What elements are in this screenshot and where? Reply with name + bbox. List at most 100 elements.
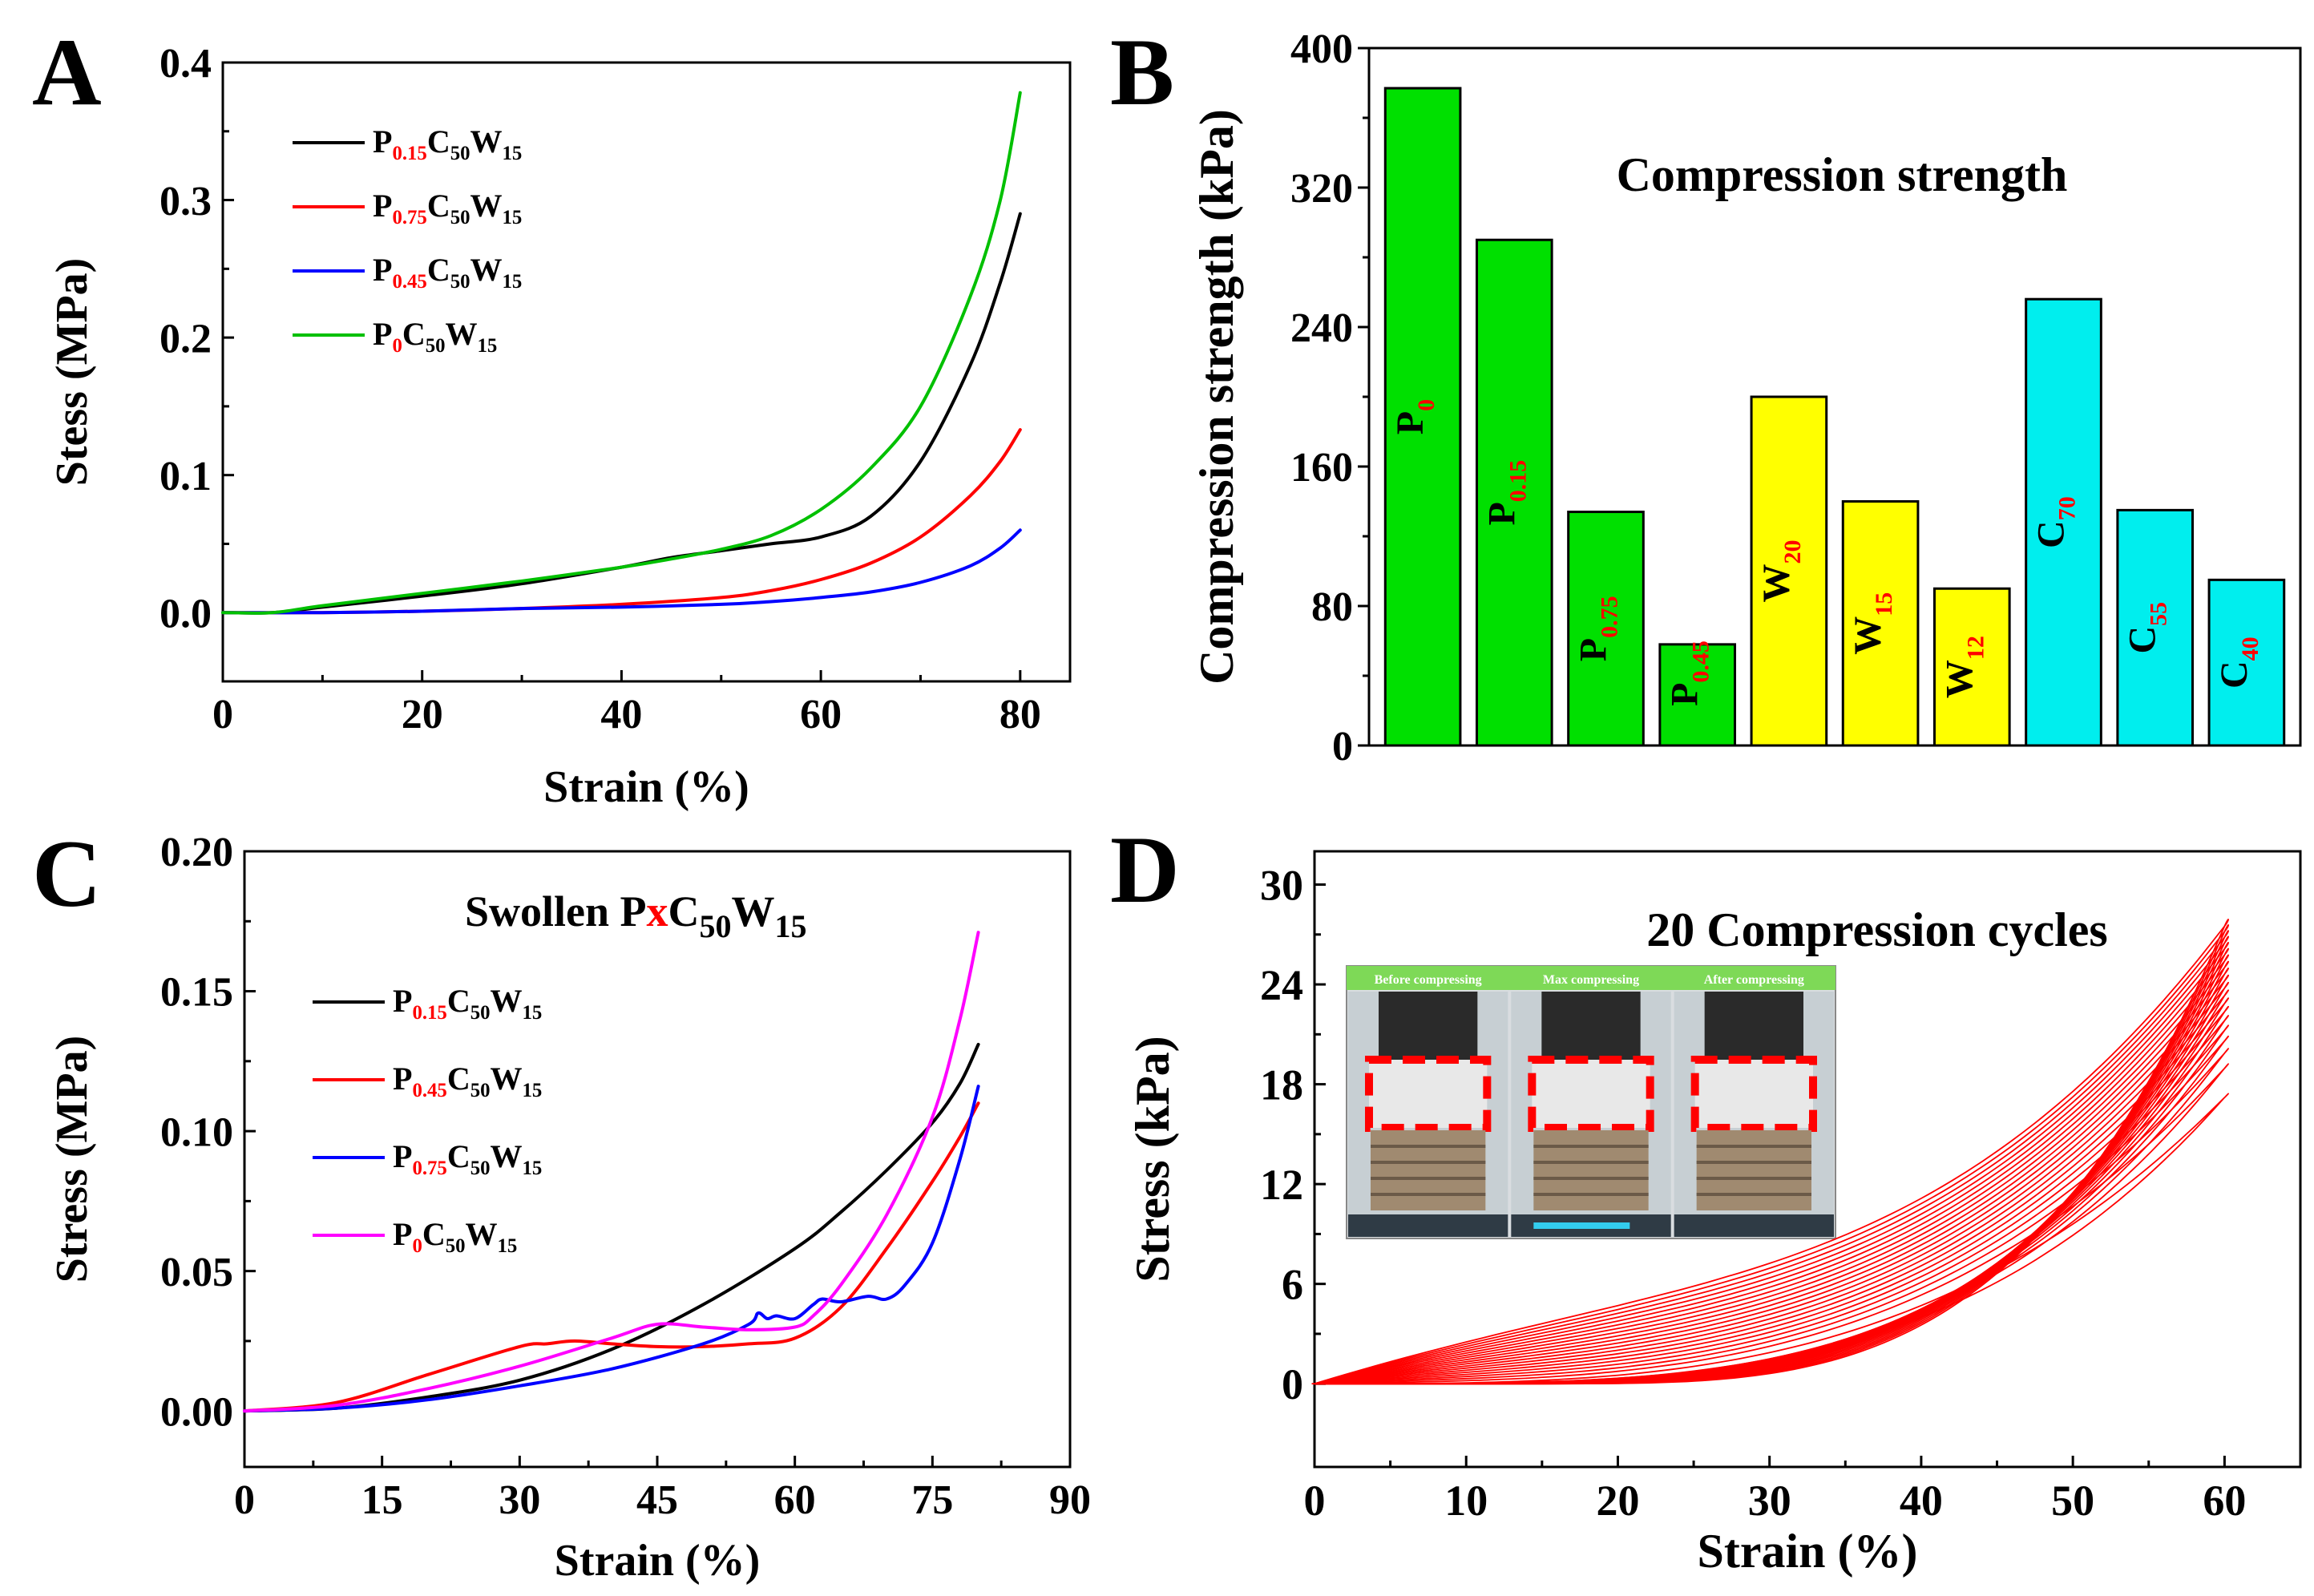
- title-sub: 15: [775, 908, 807, 944]
- cycle-loop-16: [1314, 935, 2230, 1385]
- title-red: x: [647, 887, 668, 935]
- chart-title: 20 Compression cycles: [1646, 903, 2108, 956]
- title-text: Swollen P: [465, 887, 647, 935]
- bar-label-sub: 15: [1871, 592, 1897, 616]
- legend-text: P: [373, 252, 392, 288]
- legend-text: W: [470, 188, 503, 224]
- x-tick-label: 80: [1000, 692, 1041, 737]
- x-axis-label: Strain (%): [1698, 1525, 1918, 1578]
- legend-sub: 50: [450, 207, 470, 228]
- y-tick-label: 0: [1282, 1360, 1303, 1408]
- legend-text: P: [393, 1061, 412, 1097]
- inset-progress: [1533, 1222, 1630, 1229]
- legend-sub: 50: [470, 1002, 491, 1024]
- legend-sub: 50: [470, 1158, 491, 1179]
- inset-base: [1371, 1130, 1486, 1210]
- y-tick-label: 0.0: [160, 591, 212, 636]
- cycle-loop-18: [1314, 924, 2230, 1385]
- curve-a-2: [221, 528, 1022, 615]
- x-axis-label: Strain (%): [555, 1536, 761, 1586]
- legend-sub-red: 0.15: [412, 1002, 446, 1024]
- legend-entry-a2: P0.45C50W15: [373, 252, 522, 293]
- bar-label-base: W: [1755, 564, 1798, 603]
- legend-sub: 15: [503, 143, 523, 164]
- bar-label-sub: 0: [1413, 399, 1440, 411]
- legend-entry-a1: P0.75C50W15: [373, 188, 522, 228]
- inset-press: [1379, 992, 1478, 1060]
- legend-sub-red: 0.45: [412, 1080, 446, 1101]
- inset-press: [1541, 992, 1641, 1060]
- x-tick-label: 60: [800, 692, 842, 737]
- bar-label-P0.75: P0.75: [1573, 596, 1623, 661]
- y-tick-label: 0.10: [160, 1109, 233, 1155]
- bar-label-base: C: [2030, 520, 2073, 548]
- inset-frame-2: [1674, 992, 1834, 1237]
- y-tick-label: 0.1: [160, 454, 212, 499]
- bar-C40: [2207, 578, 2286, 747]
- chart-title: Swollen PxC50W15: [465, 887, 807, 944]
- inset-controls: [1348, 1214, 1508, 1237]
- curve-c-1: [243, 1101, 980, 1413]
- x-tick-label: 30: [499, 1477, 540, 1523]
- legend-text: C: [447, 1061, 470, 1097]
- bar-label-C70: C70: [2030, 496, 2081, 548]
- legend-sub: 15: [478, 335, 498, 357]
- legend-text: W: [470, 252, 503, 288]
- curve-a-0: [221, 212, 1022, 615]
- y-tick-label: 0.05: [160, 1250, 233, 1295]
- cycle-loop-19: [1314, 919, 2230, 1385]
- legend-text: W: [446, 316, 478, 352]
- inset-base: [1696, 1130, 1811, 1210]
- inset-press: [1704, 992, 1803, 1060]
- inset-sample: [1694, 1060, 1813, 1128]
- inset-frame-0: [1348, 992, 1508, 1237]
- legend-entry-a3: P0C50W15: [373, 316, 497, 357]
- x-tick-label: 90: [1049, 1477, 1091, 1523]
- y-tick-label: 0.00: [160, 1389, 233, 1435]
- x-tick-label: 75: [911, 1477, 953, 1523]
- y-tick-label: 0.20: [160, 830, 233, 875]
- legend-text: W: [491, 1138, 523, 1174]
- legend-sub: 50: [426, 335, 446, 357]
- panel-label-c: C: [32, 820, 102, 927]
- y-tick-label: 160: [1290, 445, 1353, 491]
- bar-label-sub: 20: [1779, 540, 1806, 564]
- y-axis-label: Stess (MPa): [47, 258, 97, 487]
- legend-sub: 15: [498, 1235, 518, 1257]
- x-tick-label: 0: [234, 1477, 255, 1523]
- bar-label-P0.45: P0.45: [1664, 640, 1714, 706]
- bar-label-sub: 70: [2054, 496, 2081, 520]
- bar-P0.45: [1658, 643, 1737, 747]
- cycle-loop-17: [1314, 930, 2230, 1385]
- cycle-loop-15: [1314, 942, 2230, 1385]
- bar-label-C55: C55: [2122, 602, 2172, 654]
- legend-text: C: [427, 123, 450, 160]
- inset-controls: [1674, 1214, 1834, 1237]
- y-tick-label: 0.4: [160, 41, 212, 87]
- plot-frame: [221, 61, 1072, 683]
- x-tick-label: 0: [1304, 1477, 1326, 1525]
- legend-entry-c1: P0.45C50W15: [393, 1061, 542, 1101]
- x-tick-label: 0: [212, 692, 233, 737]
- bar-label-W12: W12: [1938, 636, 1989, 698]
- legend-sub-red: 0: [412, 1235, 422, 1257]
- panel-label-d: D: [1110, 816, 1180, 923]
- legend-text: W: [470, 123, 503, 160]
- panel-label-a: A: [32, 18, 102, 125]
- legend-text: C: [402, 316, 426, 352]
- bar-label-sub: 55: [2146, 602, 2172, 626]
- y-tick-label: 0: [1332, 724, 1353, 770]
- bar-label-P0.15: P0.15: [1480, 460, 1531, 526]
- legend-sub: 15: [503, 271, 523, 293]
- y-axis-label: Stress (kPa): [1126, 1036, 1179, 1282]
- legend-sub: 50: [450, 143, 470, 164]
- bar-label-C40: C40: [2213, 636, 2264, 689]
- y-tick-label: 0.2: [160, 316, 212, 362]
- legend-text: P: [393, 1138, 412, 1174]
- curve-c-3: [243, 931, 980, 1413]
- bar-label-base: W: [1938, 660, 1981, 698]
- legend-text: C: [447, 983, 470, 1019]
